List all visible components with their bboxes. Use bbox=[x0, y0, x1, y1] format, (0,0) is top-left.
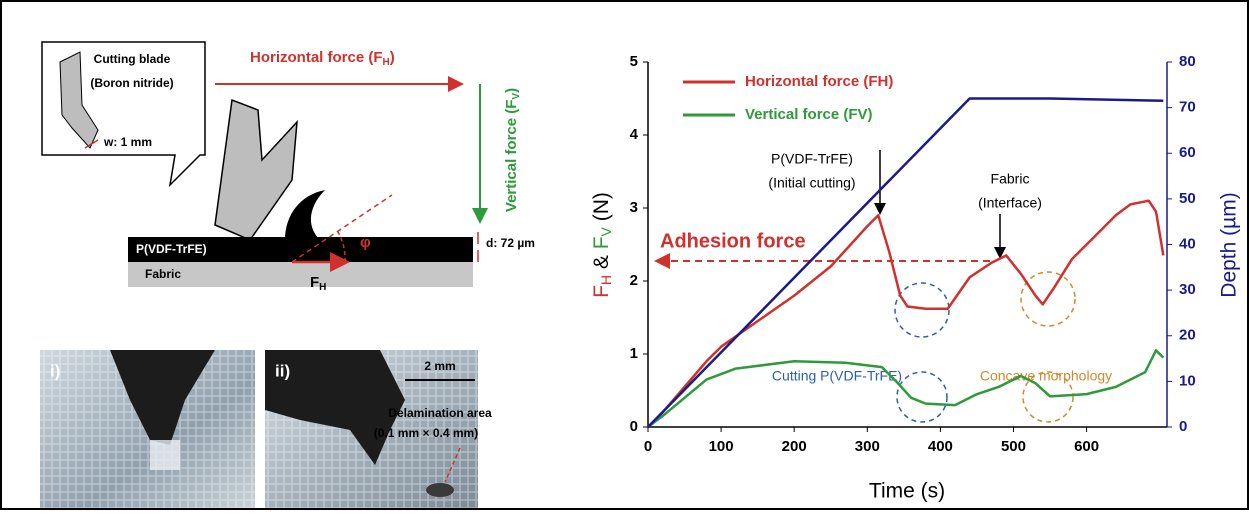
x-tick-label: 400 bbox=[928, 438, 953, 455]
annotation: Adhesion force bbox=[660, 230, 806, 252]
annotation: (Initial cutting) bbox=[768, 175, 855, 191]
y-tick-label: 4 bbox=[630, 126, 639, 143]
blade-material: (Boron nitride) bbox=[90, 76, 173, 90]
photo-2-label: ii) bbox=[275, 361, 290, 380]
highlight bbox=[897, 372, 947, 422]
width-label: w: 1 mm bbox=[103, 135, 152, 149]
delamination-size: (0.1 mm × 0.4 mm) bbox=[374, 426, 478, 440]
y2-tick-label: 50 bbox=[1179, 190, 1196, 207]
angle-label: φ bbox=[360, 234, 371, 251]
chip bbox=[285, 190, 325, 240]
photo-2-delamination bbox=[426, 483, 454, 497]
legend-label: Vertical force (FV) bbox=[745, 106, 873, 123]
delamination-label: Delamination area bbox=[388, 406, 492, 420]
fh-sub: H bbox=[319, 282, 326, 293]
yl: F bbox=[590, 285, 613, 298]
y2-tick-label: 30 bbox=[1179, 281, 1196, 298]
photos: i) ii) 2 mm Delamination area (0.1 mm × … bbox=[40, 350, 492, 508]
y-tick-label: 1 bbox=[630, 345, 638, 362]
y2-tick-label: 80 bbox=[1179, 53, 1196, 70]
x-tick-label: 600 bbox=[1074, 438, 1099, 455]
annotation: (Interface) bbox=[978, 195, 1042, 211]
yl: H bbox=[598, 275, 614, 285]
annotation: Concave morphology bbox=[980, 368, 1112, 384]
x-tick-label: 0 bbox=[644, 438, 652, 455]
x-tick-label: 500 bbox=[1001, 438, 1026, 455]
scale-label: 2 mm bbox=[424, 359, 455, 373]
x-tick-label: 100 bbox=[709, 438, 734, 455]
figure: Cutting blade (Boron nitride) w: 1 mm φ … bbox=[0, 0, 1249, 510]
y-tick-label: 2 bbox=[630, 272, 638, 289]
annotation: P(VDF-TrFE) bbox=[771, 151, 853, 167]
y-tick-label: 5 bbox=[630, 53, 638, 70]
fabric-label: Fabric bbox=[145, 267, 181, 281]
hl-end: ) bbox=[390, 49, 395, 66]
photo-1-chip bbox=[150, 440, 180, 470]
photo-1-label: i) bbox=[50, 361, 60, 380]
vertical-label: Vertical force (FV) bbox=[503, 88, 522, 212]
y-axis-label: FH & FV (N) bbox=[590, 192, 614, 298]
annotation: Fabric bbox=[991, 171, 1030, 187]
blade bbox=[215, 100, 297, 240]
x-tick-label: 200 bbox=[782, 438, 807, 455]
annotation: Cutting P(VDF-TrFE) bbox=[772, 368, 902, 384]
y2-tick-label: 70 bbox=[1179, 99, 1196, 116]
x-axis-label: Time (s) bbox=[869, 480, 945, 503]
horizontal-label: Horizontal force (FH) bbox=[250, 49, 395, 68]
y2-tick-label: 40 bbox=[1179, 235, 1196, 252]
schematic: Cutting blade (Boron nitride) w: 1 mm φ … bbox=[42, 42, 535, 293]
highlight bbox=[895, 283, 949, 337]
hl-main: Horizontal force (F bbox=[250, 49, 383, 66]
y2-axis-label: Depth (µm) bbox=[1218, 192, 1241, 297]
yl: (N) bbox=[590, 192, 613, 227]
vl-main: Vertical force (F bbox=[503, 100, 520, 213]
vl-end: ) bbox=[503, 88, 520, 93]
depth-label: d: 72 µm bbox=[486, 236, 535, 250]
y2-tick-label: 20 bbox=[1179, 327, 1196, 344]
chart: P(VDF-TrFE) (Initial cutting) Fabric (In… bbox=[590, 53, 1241, 503]
highlight bbox=[1021, 272, 1075, 326]
y2-tick-label: 60 bbox=[1179, 144, 1196, 161]
y2-tick-label: 0 bbox=[1179, 418, 1187, 435]
yl: F bbox=[590, 236, 613, 249]
blade-label: Cutting blade bbox=[94, 52, 171, 66]
hl-sub: H bbox=[383, 57, 390, 68]
legend-label: Horizontal force (FH) bbox=[745, 73, 893, 90]
y2-tick-label: 10 bbox=[1179, 372, 1196, 389]
y-tick-label: 0 bbox=[630, 418, 638, 435]
y-tick-label: 3 bbox=[630, 199, 638, 216]
yl: & bbox=[590, 249, 613, 275]
film-label: P(VDF-TrFE) bbox=[136, 242, 207, 256]
fh-main: F bbox=[310, 274, 319, 291]
x-tick-label: 300 bbox=[855, 438, 880, 455]
